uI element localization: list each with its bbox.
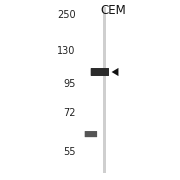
Text: CEM: CEM bbox=[100, 4, 126, 17]
Text: 55: 55 bbox=[63, 147, 76, 157]
FancyBboxPatch shape bbox=[91, 68, 109, 76]
Text: 72: 72 bbox=[63, 107, 76, 118]
FancyBboxPatch shape bbox=[91, 68, 109, 76]
Polygon shape bbox=[112, 68, 118, 76]
FancyBboxPatch shape bbox=[85, 131, 97, 137]
Text: 95: 95 bbox=[63, 79, 76, 89]
Text: 250: 250 bbox=[57, 10, 76, 20]
Text: 130: 130 bbox=[57, 46, 76, 56]
Bar bbox=[103, 7, 105, 173]
